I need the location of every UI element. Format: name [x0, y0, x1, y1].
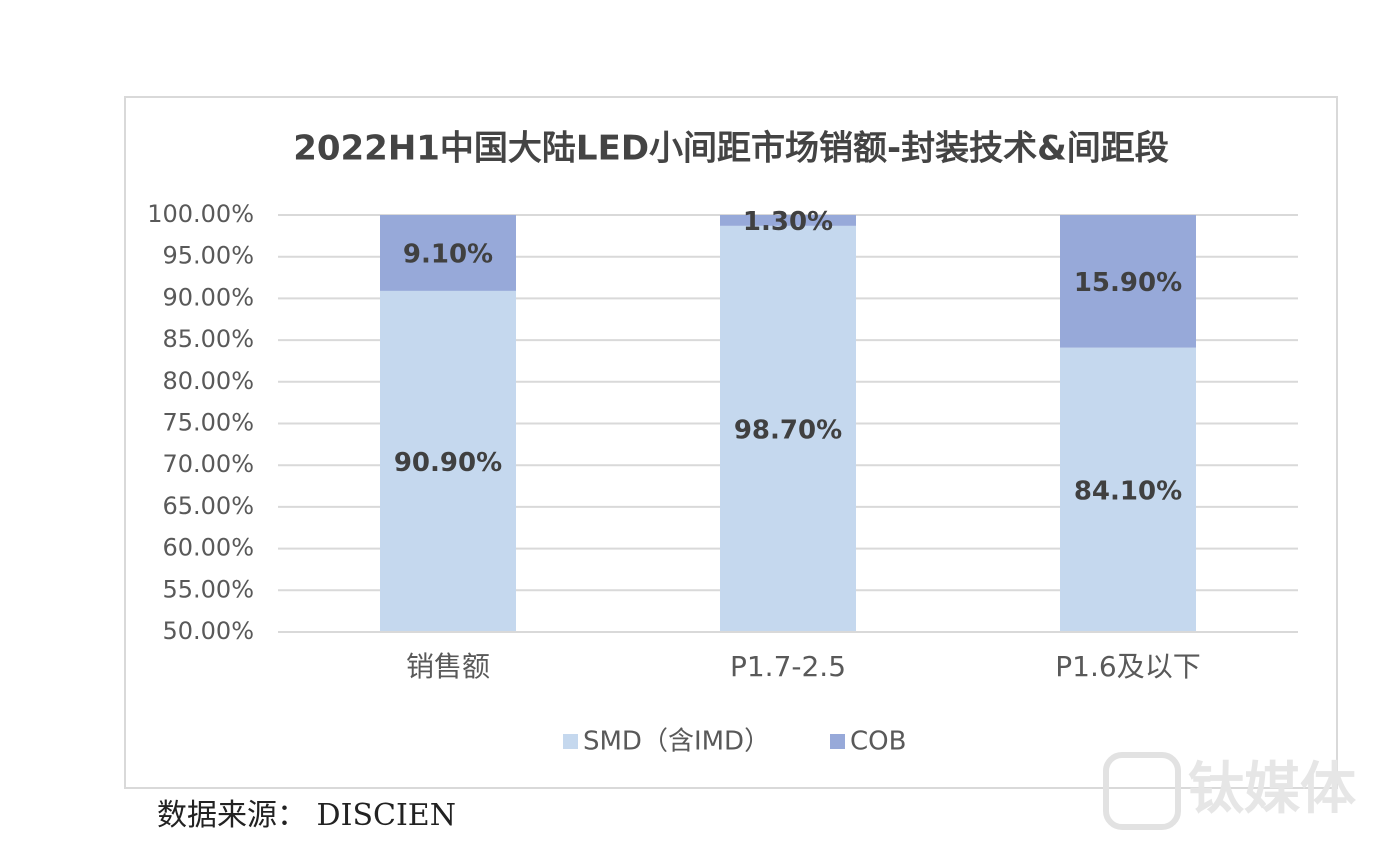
- bar-segment: [720, 215, 856, 226]
- y-tick-label: 50.00%: [162, 617, 254, 645]
- x-tick-label: P1.6及以下: [1055, 650, 1200, 683]
- data-label: 9.10%: [403, 239, 493, 269]
- y-tick-label: 85.00%: [162, 325, 254, 353]
- data-label: 84.10%: [1074, 476, 1182, 506]
- data-label: 98.70%: [734, 415, 842, 445]
- legend-swatch: [563, 734, 578, 749]
- y-tick-label: 100.00%: [147, 200, 254, 228]
- legend-label: SMD（含IMD）: [583, 727, 770, 757]
- data-label: 1.30%: [743, 207, 833, 237]
- y-tick-label: 90.00%: [162, 283, 254, 311]
- bar-segment: [1060, 215, 1196, 348]
- y-tick-label: 70.00%: [162, 450, 254, 478]
- x-tick-label: 销售额: [406, 650, 490, 683]
- y-tick-label: 80.00%: [162, 367, 254, 395]
- y-tick-label: 60.00%: [162, 534, 254, 562]
- y-tick-label: 65.00%: [162, 492, 254, 520]
- data-label: 15.90%: [1074, 268, 1182, 298]
- x-tick-label: P1.7-2.5: [730, 650, 846, 683]
- watermark-icon: [1103, 752, 1181, 830]
- bar-segment: [380, 215, 516, 291]
- legend-swatch: [830, 734, 845, 749]
- bar-segment: [1060, 347, 1196, 632]
- bar-segment: [720, 225, 856, 633]
- chart-title: 2022H1中国大陆LED小间距市场销额-封装技术&间距段: [293, 129, 1169, 169]
- legend-label: COB: [850, 727, 906, 757]
- watermark: 钛媒体: [1188, 757, 1356, 822]
- source: 数据来源： DISCIEN: [157, 798, 456, 833]
- bar-segment: [380, 290, 516, 632]
- y-tick-label: 75.00%: [162, 409, 254, 437]
- y-tick-label: 55.00%: [162, 575, 254, 603]
- y-tick-label: 95.00%: [162, 242, 254, 270]
- data-label: 90.90%: [394, 448, 502, 478]
